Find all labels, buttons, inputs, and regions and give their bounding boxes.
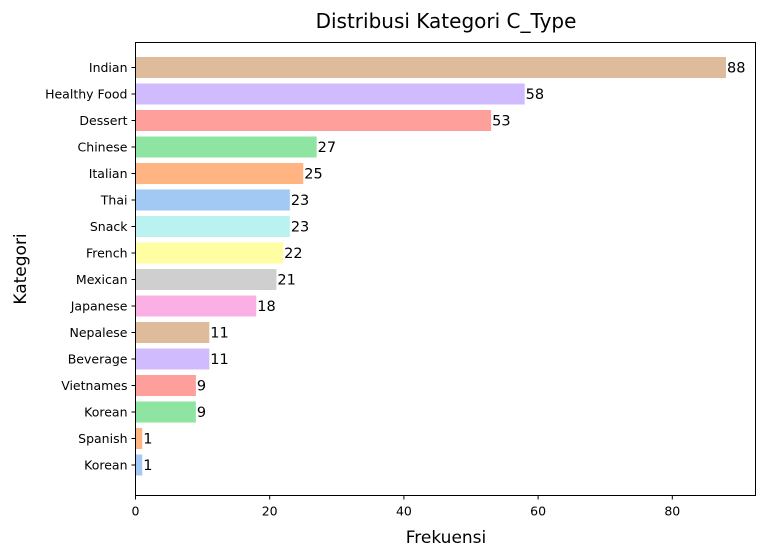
bar-value-label: 88: [727, 61, 745, 77]
bar-value-label: 25: [304, 167, 322, 183]
bar-value-label: 18: [257, 299, 275, 315]
bar-value-label: 1: [143, 432, 152, 448]
y-tick-label: Italian: [89, 166, 128, 181]
y-tick-label: Thai: [100, 193, 128, 208]
bar-value-label: 53: [492, 114, 510, 130]
y-tick-label: Nepalese: [69, 325, 127, 340]
y-tick-label: Japanese: [70, 299, 128, 314]
bar: [135, 242, 284, 264]
x-tick-label: 80: [664, 504, 680, 519]
bar: [135, 348, 210, 370]
x-tick-label: 40: [396, 504, 412, 519]
y-tick-label: Korean: [84, 458, 127, 473]
x-tick-label: 60: [530, 504, 546, 519]
bar: [135, 110, 492, 131]
bar-value-label: 1: [143, 458, 152, 474]
bar: [135, 454, 143, 476]
bar: [135, 136, 317, 158]
bar: [135, 269, 277, 290]
y-tick-label: Snack: [90, 219, 128, 234]
bar-value-label: 9: [197, 379, 206, 395]
bar-value-label: 27: [318, 140, 336, 156]
x-axis: 0 20 40 60 80: [132, 495, 680, 519]
bar: [135, 189, 290, 211]
bar-value-label: 58: [526, 87, 544, 103]
x-tick-label: 20: [262, 504, 278, 519]
bar-value-label: 11: [210, 352, 228, 368]
y-tick-label: Beverage: [68, 352, 128, 367]
bar: [135, 375, 196, 396]
x-tick-label: 0: [132, 504, 140, 519]
bar: [135, 322, 210, 343]
bar: [135, 83, 525, 105]
bar: [135, 216, 290, 237]
bar-value-label: 11: [210, 326, 228, 342]
bar: [135, 295, 257, 317]
y-tick-label: Spanish: [78, 431, 127, 446]
bar: [135, 428, 143, 449]
y-tick-label: Mexican: [76, 272, 128, 287]
bar: [135, 401, 196, 423]
y-axis: Indian Healthy Food Dessert Chinese Italian T…: [45, 60, 136, 473]
bar-value-label: 23: [291, 220, 309, 236]
plot-frame: [135, 42, 756, 496]
y-tick-label: Chinese: [78, 140, 128, 155]
y-axis-label: Kategori: [11, 233, 31, 304]
y-tick-label: Healthy Food: [45, 87, 127, 102]
y-tick-label: Korean: [84, 405, 127, 420]
bar-value-label: 21: [277, 273, 295, 289]
bar-value-label: 23: [291, 193, 309, 209]
bar-value-label: 9: [197, 405, 206, 421]
bar-value-label: 22: [284, 246, 302, 262]
y-tick-label: Vietnames: [61, 378, 127, 393]
chart-title: Distribusi Kategori C_Type: [316, 9, 577, 33]
x-axis-label: Frekuensi: [406, 528, 487, 548]
bar: [135, 57, 726, 78]
y-tick-label: Dessert: [79, 113, 127, 128]
y-tick-label: Indian: [89, 60, 128, 75]
y-tick-label: French: [86, 246, 128, 261]
bar: [135, 163, 304, 184]
